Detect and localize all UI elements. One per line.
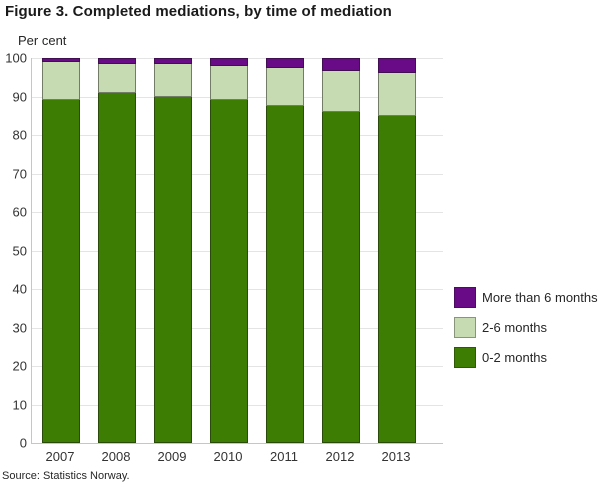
legend-swatch-more-than-6-months (454, 287, 476, 308)
legend: More than 6 months 2-6 months 0-2 months (454, 287, 598, 377)
y-tick-label-0: 0 (19, 435, 27, 451)
bar-segment-2010-0-2-months (210, 100, 248, 443)
bar-segment-2008-more-than-6-months (98, 58, 136, 64)
bar-slot-2012 (313, 58, 369, 443)
plot-area (31, 58, 443, 444)
bar-segment-2007-0-2-months (42, 100, 80, 443)
bar-segment-2007-more-than-6-months (42, 58, 80, 62)
y-tick-label-70: 70 (12, 166, 27, 181)
bar-slot-2008 (89, 58, 145, 443)
x-axis-labels: 2007 2008 2009 2010 2011 2012 2013 (32, 449, 424, 464)
y-tick-label-100: 100 (5, 50, 27, 66)
bars-container (33, 58, 425, 443)
bar-segment-2012-2-6-months (322, 71, 360, 112)
bar-segment-2009-more-than-6-months (154, 58, 192, 64)
bar-segment-2012-more-than-6-months (322, 58, 360, 72)
bar-segment-2009-2-6-months (154, 63, 192, 97)
bar-slot-2010 (201, 58, 257, 443)
y-tick-label-10: 10 (12, 397, 27, 412)
x-axis-label-2009: 2009 (157, 449, 187, 464)
bar-segment-2010-2-6-months (210, 65, 248, 101)
bar-2012 (322, 58, 360, 443)
y-axis-labels: 0 10 20 30 40 50 60 70 80 90 100 (0, 52, 27, 450)
legend-item-2-6-months: 2-6 months (454, 317, 598, 338)
bar-2011 (266, 58, 304, 443)
source-text: Source: Statistics Norway. (2, 470, 130, 482)
figure-title: Figure 3. Completed mediations, by time … (5, 3, 392, 20)
x-axis-label-2012: 2012 (325, 449, 355, 464)
y-tick-label-90: 90 (12, 89, 27, 104)
legend-item-more-than-6-months: More than 6 months (454, 287, 598, 308)
y-tick-label-80: 80 (12, 127, 27, 143)
y-axis-unit-label: Per cent (18, 33, 67, 48)
x-axis-label-2011: 2011 (270, 449, 298, 464)
bar-segment-2012-0-2-months (322, 111, 360, 443)
x-axis-label-2013: 2013 (381, 449, 411, 464)
bar-segment-2013-0-2-months (378, 115, 416, 443)
bar-segment-2013-more-than-6-months (378, 58, 416, 74)
y-tick-label-40: 40 (12, 281, 27, 297)
legend-item-0-2-months: 0-2 months (454, 347, 598, 368)
bar-segment-2010-more-than-6-months (210, 58, 248, 66)
y-tick-label-50: 50 (12, 243, 27, 258)
bar-segment-2011-0-2-months (266, 106, 304, 443)
bar-2008 (98, 58, 136, 443)
x-axis-label-2008: 2008 (101, 449, 131, 464)
bar-2013 (378, 58, 416, 443)
bar-2009 (154, 58, 192, 443)
bar-segment-2011-more-than-6-months (266, 58, 304, 68)
legend-label-2-6-months: 2-6 months (482, 320, 548, 335)
bar-segment-2007-2-6-months (42, 61, 80, 101)
y-tick-label-30: 30 (12, 320, 27, 335)
bar-2010 (210, 58, 248, 443)
bar-slot-2011 (257, 58, 313, 443)
y-tick-label-60: 60 (12, 204, 27, 220)
legend-swatch-2-6-months (454, 317, 476, 338)
x-axis-label-2010: 2010 (213, 449, 243, 464)
legend-swatch-0-2-months (454, 347, 476, 368)
x-axis-label-2007: 2007 (45, 449, 75, 464)
bar-slot-2009 (145, 58, 201, 443)
bar-slot-2013 (369, 58, 425, 443)
bar-segment-2013-2-6-months (378, 73, 416, 116)
y-tick-label-20: 20 (12, 358, 27, 374)
legend-label-0-2-months: 0-2 months (482, 350, 548, 365)
bar-2007 (42, 58, 80, 443)
bar-segment-2009-0-2-months (154, 96, 192, 443)
bar-slot-2007 (33, 58, 89, 443)
bar-segment-2008-0-2-months (98, 92, 136, 443)
legend-label-more-than-6-months: More than 6 months (482, 290, 598, 305)
bar-segment-2008-2-6-months (98, 63, 136, 93)
bar-segment-2011-2-6-months (266, 67, 304, 107)
